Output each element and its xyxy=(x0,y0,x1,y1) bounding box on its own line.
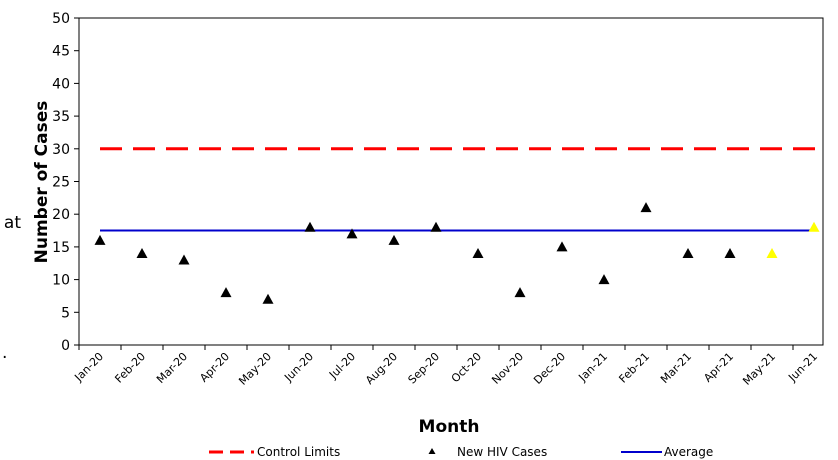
x-tick-label: Apr-21 xyxy=(701,350,736,385)
y-tick-label: 20 xyxy=(52,207,70,223)
svg-text:Average: Average xyxy=(664,445,713,459)
y-tick-label: 10 xyxy=(52,273,70,289)
x-tick-label: Jun-20 xyxy=(281,350,316,385)
data-point xyxy=(724,247,736,258)
legend-item-average: Average xyxy=(621,445,713,459)
data-point xyxy=(640,202,652,213)
data-point xyxy=(472,247,484,258)
y-tick-label: 0 xyxy=(61,338,70,354)
svg-text:Control Limits: Control Limits xyxy=(257,445,340,459)
data-point xyxy=(682,247,694,258)
triangle-marker-icon xyxy=(428,448,436,454)
y-axis-ticks: 0 5 10 15 20 25 30 35 40 45 50 xyxy=(52,11,79,354)
data-point xyxy=(220,287,232,298)
y-tick-label: 15 xyxy=(52,240,70,256)
x-tick-label: Apr-20 xyxy=(197,350,232,385)
x-tick-label: Dec-20 xyxy=(531,350,568,387)
x-axis-ticks: Jan-20 Feb-20 Mar-20 Apr-20 May-20 Jun-20 Jul-… xyxy=(72,345,820,388)
x-tick-label: Jun-21 xyxy=(785,350,820,385)
y-tick-label: 50 xyxy=(52,11,70,27)
legend: Control Limits New HIV Cases Average xyxy=(209,445,713,459)
data-point xyxy=(430,221,442,232)
x-tick-label: May-21 xyxy=(740,350,778,388)
data-point xyxy=(808,221,820,232)
reference-lines xyxy=(100,147,816,232)
y-tick-label: 30 xyxy=(52,142,70,158)
legend-item-new-hiv-cases: New HIV Cases xyxy=(428,445,547,459)
x-tick-label: Jan-20 xyxy=(72,350,107,385)
y-tick-label: 40 xyxy=(52,76,70,92)
x-tick-label: Feb-21 xyxy=(616,350,652,386)
x-axis-title: Month xyxy=(419,417,480,437)
data-point xyxy=(262,293,274,304)
y-axis-title: Number of Cases xyxy=(32,101,52,264)
x-tick-label: Mar-21 xyxy=(658,350,694,386)
data-point xyxy=(766,247,778,258)
x-tick-label: Oct-20 xyxy=(449,350,484,385)
y-tick-label: 35 xyxy=(52,109,70,125)
x-tick-label: Jan-21 xyxy=(576,350,611,385)
y-tick-label: 5 xyxy=(61,305,70,321)
y-tick-label: 25 xyxy=(52,175,70,191)
x-tick-label: Sep-20 xyxy=(406,350,443,387)
data-point xyxy=(598,274,610,285)
legend-item-control-limits: Control Limits xyxy=(209,445,340,459)
data-point xyxy=(178,254,190,265)
data-point xyxy=(388,234,400,245)
plot-area xyxy=(78,17,824,346)
svg-text:New HIV Cases: New HIV Cases xyxy=(457,445,547,459)
x-tick-label: May-20 xyxy=(236,350,274,388)
data-points xyxy=(94,202,820,304)
edge-text-bottom: . xyxy=(2,343,7,363)
y-tick-label: 45 xyxy=(52,44,70,60)
data-point xyxy=(304,221,316,232)
data-point xyxy=(346,228,358,239)
x-tick-label: Feb-20 xyxy=(112,350,148,386)
x-tick-label: Aug-20 xyxy=(363,350,400,387)
edge-text-left: at xyxy=(4,213,21,233)
data-point xyxy=(514,287,526,298)
data-point xyxy=(94,234,106,245)
x-tick-label: Jul-20 xyxy=(326,350,358,382)
x-tick-label: Nov-20 xyxy=(489,350,526,387)
data-point xyxy=(556,241,568,252)
x-tick-label: Mar-20 xyxy=(154,350,190,386)
data-point xyxy=(136,247,148,258)
